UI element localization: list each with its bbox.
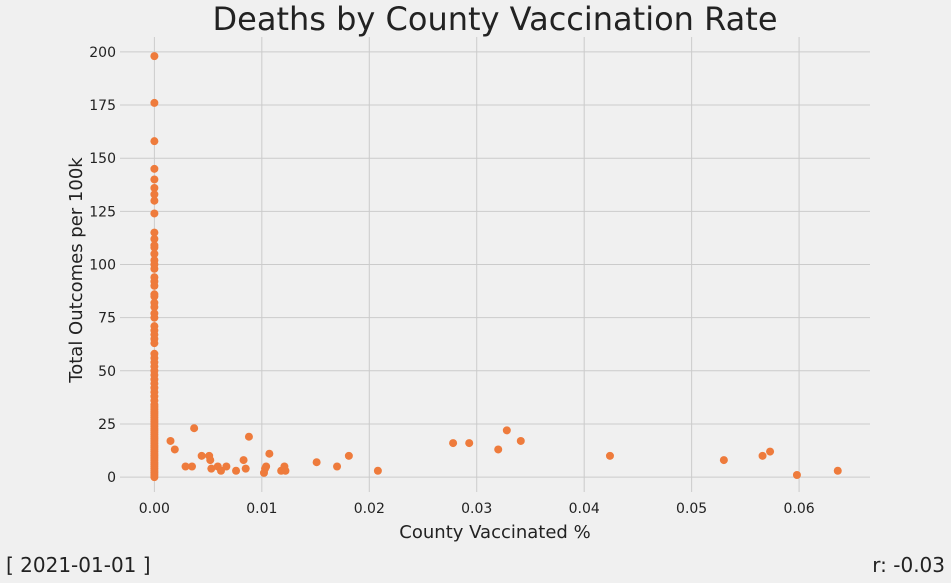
data-point [262,462,271,471]
x-tick-label: 0.04 [569,501,600,517]
data-point [833,466,842,475]
data-point [181,462,190,471]
data-point [516,436,525,445]
y-tick-label: 25 [98,417,116,433]
data-point [150,402,159,411]
data-point [241,464,250,473]
data-point [792,470,801,479]
data-point [150,234,159,243]
data-point [170,445,179,454]
data-point [333,462,342,471]
y-tick-label: 100 [89,258,116,274]
data-point [150,243,159,252]
data-point [281,466,290,475]
data-point [244,432,253,441]
data-point [344,451,353,460]
data-point [766,447,775,456]
data-point [150,473,159,482]
data-point [265,449,274,458]
data-point [239,456,248,465]
chart-title: Deaths by County Vaccination Rate [213,0,778,38]
data-point [206,456,215,465]
data-point [605,451,614,460]
x-tick-label: 0.01 [246,501,277,517]
data-points [150,52,842,482]
x-tick-label: 0.05 [676,501,707,517]
data-point [502,426,511,435]
x-axis-label: County Vaccinated % [399,522,590,543]
data-point [312,458,321,467]
data-point [217,466,226,475]
grid-lines [120,37,870,492]
y-tick-label: 150 [89,151,116,167]
y-tick-label: 125 [89,204,116,220]
data-point [150,52,159,61]
data-point [150,164,159,173]
data-point [222,462,231,471]
data-point [449,439,458,448]
data-point [150,264,159,273]
y-tick-label: 200 [89,45,116,61]
data-point [150,175,159,184]
data-point [187,462,196,471]
data-point [150,190,159,199]
data-point [494,445,503,454]
x-tick-label: 0.03 [461,501,492,517]
data-point [150,249,159,258]
data-point [150,183,159,192]
y-tick-label: 175 [89,98,116,114]
data-point [150,228,159,237]
data-point [758,451,767,460]
data-point [150,98,159,107]
y-axis-label: Total Outcomes per 100k [66,157,87,384]
data-point [465,439,474,448]
data-point [190,424,199,433]
data-point [207,464,216,473]
y-tick-label: 50 [98,364,116,380]
data-point [373,466,382,475]
y-tick-label: 0 [107,470,116,486]
x-tick-label: 0.06 [783,501,814,517]
data-point [232,466,241,475]
data-point [150,196,159,205]
y-tick-label: 75 [98,311,116,327]
data-point [150,292,159,301]
data-point [150,137,159,146]
data-point [150,281,159,290]
data-point [197,451,206,460]
y-tick-labels: 0 25 50 75 100 125 150 175 200 [89,45,116,486]
date-label: [ 2021-01-01 ] [6,553,151,577]
correlation-label: r: -0.03 [872,553,945,577]
data-point [150,303,159,312]
x-tick-label: 0.02 [354,501,385,517]
data-point [150,339,159,348]
data-point [166,436,175,445]
data-point [719,456,728,465]
x-tick-labels: 0.00 0.01 0.02 0.03 0.04 0.05 0.06 [139,501,815,517]
data-point [150,209,159,218]
data-point [150,313,159,322]
x-tick-label: 0.00 [139,501,170,517]
